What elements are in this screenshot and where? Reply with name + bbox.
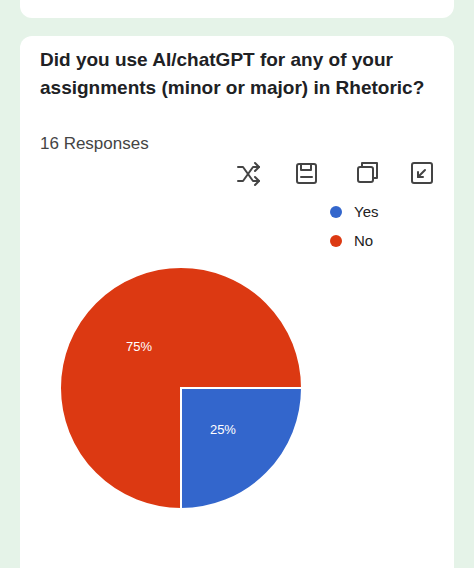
svg-text:25%: 25% <box>210 422 236 437</box>
html-text:No: No <box>354 232 374 249</box>
svg-text:75%: 75% <box>126 339 152 354</box>
html-text:Did you use AI/chatGPT for any: Did you use AI/chatGPT for any of your a… <box>40 49 425 98</box>
html-text:Yes: Yes <box>354 203 379 220</box>
html-text:16 Responses: 16 Responses <box>40 134 149 153</box>
